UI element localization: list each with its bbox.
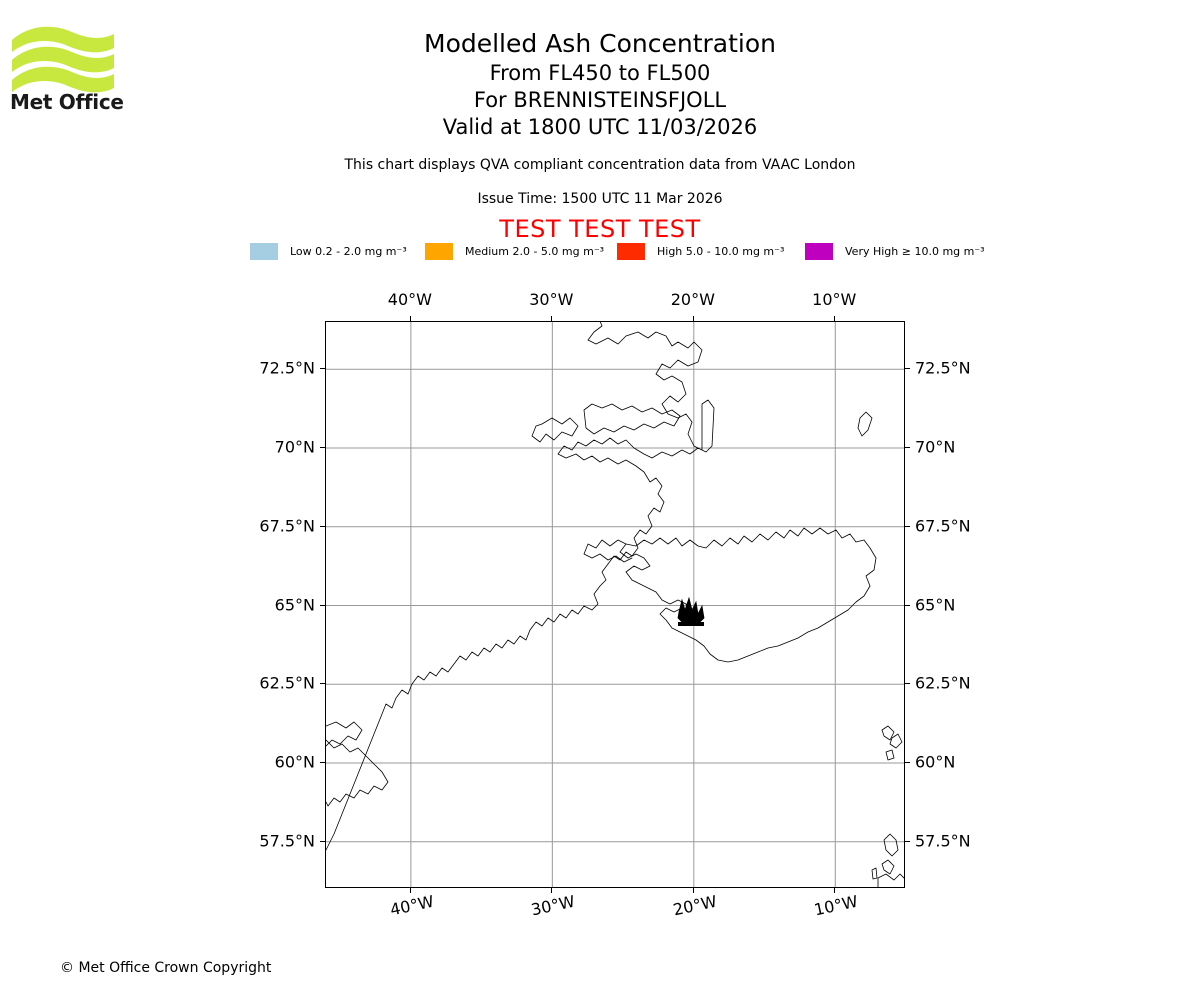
tick-label-lat-right: 60°N	[915, 752, 956, 772]
issue-time: Issue Time: 1500 UTC 11 Mar 2026	[477, 191, 723, 207]
tick-label-lat-left: 72.5°N	[259, 358, 315, 378]
coastline-greenland-fjord-a	[583, 403, 681, 435]
map-plot-area[interactable]	[325, 321, 905, 888]
coastline-faroe-c	[885, 749, 895, 761]
coastline-iceland	[619, 527, 877, 663]
map-gridlines	[326, 322, 904, 887]
tick-mark	[905, 525, 910, 527]
legend-swatch-high-icon	[617, 242, 645, 260]
page-title: Modelled Ash Concentration	[424, 29, 776, 58]
legend-item-high: High 5.0 - 10.0 mg m⁻³	[617, 240, 784, 262]
tick-mark	[320, 683, 325, 685]
legend-item-very-high: Very High ≥ 10.0 mg m⁻³	[805, 240, 985, 262]
coastline-greenland-fjord-b	[531, 417, 579, 443]
tick-label-lat-left: 62.5°N	[259, 673, 315, 693]
map-coastlines	[326, 322, 904, 887]
tick-label-lat-right: 57.5°N	[915, 831, 971, 851]
legend-label-low: Low 0.2 - 2.0 mg m⁻³	[290, 244, 407, 258]
tick-mark	[551, 316, 553, 321]
met-office-logo	[10, 22, 130, 112]
tick-mark	[905, 762, 910, 763]
legend-label-very-high: Very High ≥ 10.0 mg m⁻³	[845, 244, 985, 258]
tick-mark	[692, 316, 694, 321]
tick-label-lat-right: 72.5°N	[915, 358, 971, 378]
chart-title-block: Modelled Ash Concentration From FL450 to…	[0, 28, 1200, 141]
tick-mark	[320, 840, 325, 842]
tick-label-lat-left: 67.5°N	[259, 516, 315, 536]
coastline-iceland-westfjords	[583, 539, 633, 563]
tick-mark	[692, 888, 694, 893]
tick-mark	[320, 762, 325, 763]
tick-label-lon-top: 10°W	[812, 290, 857, 309]
tick-label-lat-right: 70°N	[915, 437, 956, 457]
map-container[interactable]	[325, 321, 905, 888]
legend-label-medium: Medium 2.0 - 5.0 mg m⁻³	[465, 244, 605, 258]
coastline-jan-mayen	[857, 411, 873, 437]
tick-mark	[320, 525, 325, 527]
tick-label-lat-right: 62.5°N	[915, 673, 971, 693]
tick-mark	[905, 683, 910, 685]
legend-label-high: High 5.0 - 10.0 mg m⁻³	[657, 244, 785, 258]
coastline-faroe-b	[889, 733, 903, 749]
copyright-notice: © Met Office Crown Copyright	[60, 960, 272, 976]
coastline-shetland	[883, 833, 899, 857]
tick-mark	[905, 447, 910, 448]
coastline-greenland-southwest	[326, 721, 363, 747]
valid-time: Valid at 1800 UTC 11/03/2026	[442, 115, 758, 139]
tick-label-lon-bottom: 10°W	[812, 891, 860, 920]
coastline-small-isle	[871, 867, 878, 880]
tick-mark	[409, 316, 411, 321]
test-banner: TEST TEST TEST	[499, 215, 701, 243]
tick-mark	[409, 888, 411, 893]
tick-mark	[320, 368, 325, 370]
coastline-greenland-cape-farewell	[326, 739, 389, 807]
tick-mark	[905, 368, 910, 370]
tick-label-lon-bottom: 20°W	[671, 891, 719, 920]
legend-swatch-low-icon	[250, 242, 278, 260]
coastline-north-scotland	[877, 873, 904, 887]
legend-swatch-medium-icon	[425, 242, 453, 260]
volcano-name: For BRENNISTEINSFJOLL	[473, 88, 727, 112]
tick-label-lat-left: 65°N	[274, 595, 315, 614]
legend-item-low: Low 0.2 - 2.0 mg m⁻³	[250, 240, 407, 262]
met-office-wordmark: Met Office	[10, 90, 124, 114]
tick-label-lat-left: 57.5°N	[259, 831, 315, 851]
coastline-faroe-a	[881, 725, 895, 741]
tick-label-lat-left: 70°N	[274, 437, 315, 457]
tick-label-lat-right: 65°N	[915, 595, 956, 614]
tick-mark	[834, 316, 836, 321]
coastline-orkney	[881, 859, 895, 875]
tick-label-lat-right: 67.5°N	[915, 516, 971, 536]
legend-swatch-very-high-icon	[805, 242, 833, 260]
map-canvas	[326, 322, 904, 887]
tick-label-lon-top: 40°W	[387, 290, 432, 309]
qva-note: This chart displays QVA compliant concen…	[344, 157, 856, 173]
tick-mark	[905, 604, 910, 606]
tick-mark	[320, 447, 325, 448]
concentration-legend: Low 0.2 - 2.0 mg m⁻³ Medium 2.0 - 5.0 mg…	[250, 240, 990, 262]
tick-mark	[905, 840, 910, 842]
tick-mark	[551, 888, 553, 893]
legend-item-medium: Medium 2.0 - 5.0 mg m⁻³	[425, 240, 604, 262]
tick-mark	[834, 888, 836, 893]
tick-mark	[320, 604, 325, 606]
tick-label-lon-bottom: 40°W	[388, 891, 436, 920]
tick-label-lon-top: 30°W	[529, 290, 574, 309]
tick-label-lon-bottom: 30°W	[529, 891, 577, 920]
tick-label-lon-top: 20°W	[670, 290, 715, 309]
coastline-greenland-east	[326, 322, 715, 851]
flight-level-range: From FL450 to FL500	[489, 61, 711, 85]
volcano-marker-icon[interactable]	[677, 596, 705, 626]
tick-label-lat-left: 60°N	[274, 752, 315, 772]
